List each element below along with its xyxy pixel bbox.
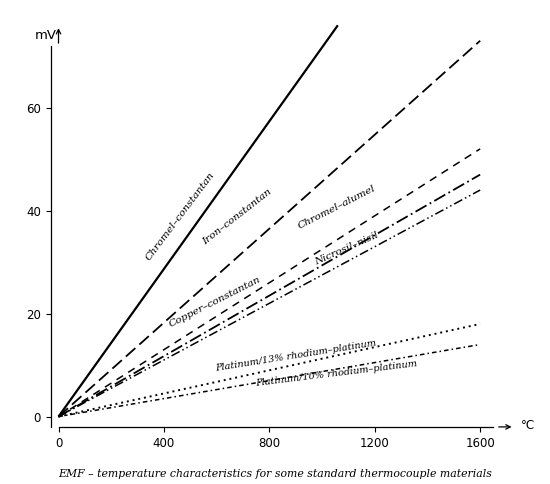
- Text: mV: mV: [35, 29, 57, 42]
- Text: EMF – temperature characteristics for some standard thermocouple materials: EMF – temperature characteristics for so…: [58, 469, 492, 479]
- Text: Platinum/13% rhodium–platinum: Platinum/13% rhodium–platinum: [215, 338, 377, 373]
- Text: Platinum/10% rhodium–platinum: Platinum/10% rhodium–platinum: [255, 360, 418, 388]
- Text: Nicrosil–nisil: Nicrosil–nisil: [313, 231, 380, 267]
- Text: °C: °C: [521, 420, 535, 432]
- Text: Iron–constantan: Iron–constantan: [201, 187, 273, 247]
- Text: Chromel–constantan: Chromel–constantan: [144, 170, 216, 262]
- Text: Copper–constantan: Copper–constantan: [168, 275, 262, 329]
- Text: Chromel–alumel: Chromel–alumel: [297, 184, 378, 231]
